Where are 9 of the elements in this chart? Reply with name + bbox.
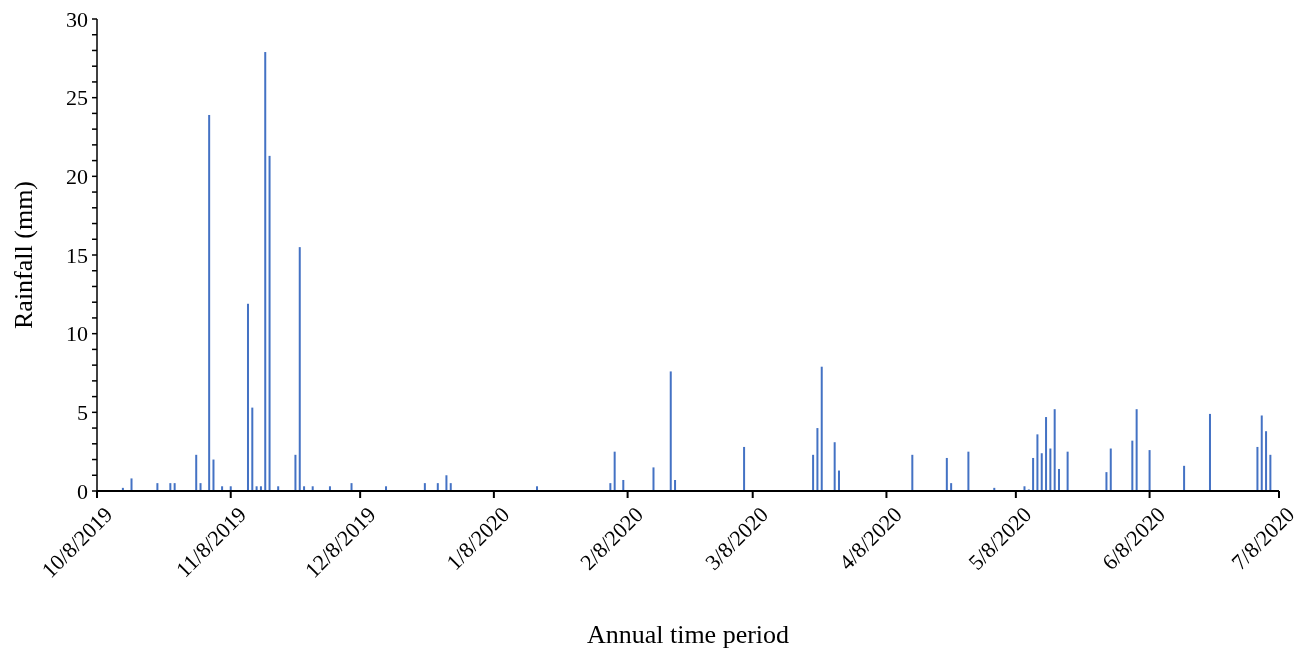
y-tick-label: 30 [66, 6, 88, 32]
y-axis-title: Rainfall (mm) [9, 180, 38, 330]
y-tick-label: 10 [66, 321, 88, 347]
y-tick-label: 20 [66, 164, 88, 190]
y-tick-label: 5 [77, 400, 88, 426]
y-tick-label: 15 [66, 242, 88, 268]
y-tick-label: 0 [77, 478, 88, 504]
y-tick-label: 25 [66, 85, 88, 111]
x-axis-title: Annual time period [586, 620, 790, 649]
